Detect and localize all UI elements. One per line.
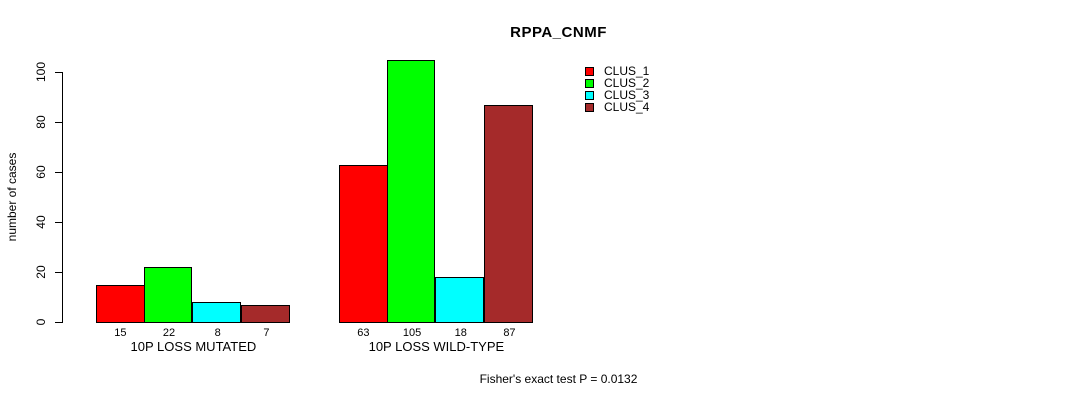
bar-value-label: 22 [162, 327, 176, 339]
y-tick-label: 100 [34, 61, 48, 83]
y-tick-label: 60 [34, 165, 48, 179]
bar-clus_3-group2 [435, 277, 485, 323]
annotation-text: Fisher's exact test P = 0.0132 [479, 372, 638, 386]
bar-value-label: 8 [214, 327, 221, 339]
legend: CLUS_1 CLUS_2 CLUS_3 CLUS_4 [585, 65, 649, 113]
y-tick-mark [55, 72, 62, 73]
legend-label: CLUS_1 [604, 64, 650, 78]
y-axis-title: number of cases [5, 152, 19, 242]
bar-value-label: 18 [454, 327, 467, 339]
bar-value-label: 7 [263, 327, 270, 339]
legend-label: CLUS_4 [604, 100, 650, 114]
y-tick-label: 20 [34, 265, 48, 279]
legend-label: CLUS_2 [604, 76, 650, 90]
bar-value-label: 63 [357, 327, 370, 339]
legend-row: CLUS_4 [585, 101, 649, 113]
bar-value-label: 15 [114, 327, 127, 339]
y-tick-mark [55, 272, 62, 273]
legend-swatch-icon [585, 90, 594, 100]
bar-clus_4-group2 [484, 104, 533, 323]
legend-row: CLUS_3 [585, 89, 649, 101]
bar-clus_2-group1 [143, 267, 193, 323]
bar-clus_3-group1 [192, 302, 242, 323]
y-axis-line [62, 72, 63, 323]
bar-clus_1-group2 [339, 164, 388, 323]
y-tick-mark [55, 322, 62, 323]
legend-swatch-icon [585, 78, 594, 88]
y-tick-mark [55, 122, 62, 123]
legend-row: CLUS_1 [585, 65, 649, 77]
legend-swatch-icon [585, 102, 594, 112]
y-tick-label: 80 [34, 115, 48, 129]
y-tick-mark [55, 172, 62, 173]
legend-label: CLUS_3 [604, 88, 650, 102]
bar-clus_1-group1 [96, 284, 145, 323]
bar-clus_4-group1 [241, 304, 290, 323]
bar-clus_2-group2 [386, 59, 436, 323]
legend-row: CLUS_2 [585, 77, 649, 89]
bar-value-label: 87 [503, 327, 516, 339]
chart-title: RPPA_CNMF [510, 24, 607, 41]
group-label-1: 10P LOSS MUTATED [130, 339, 257, 354]
group-label-2: 10P LOSS WILD-TYPE [368, 339, 505, 354]
y-tick-mark [55, 222, 62, 223]
y-tick-label: 40 [34, 215, 48, 229]
legend-swatch-icon [585, 66, 594, 76]
y-tick-label: 0 [34, 318, 48, 326]
bar-value-label: 105 [402, 327, 422, 339]
